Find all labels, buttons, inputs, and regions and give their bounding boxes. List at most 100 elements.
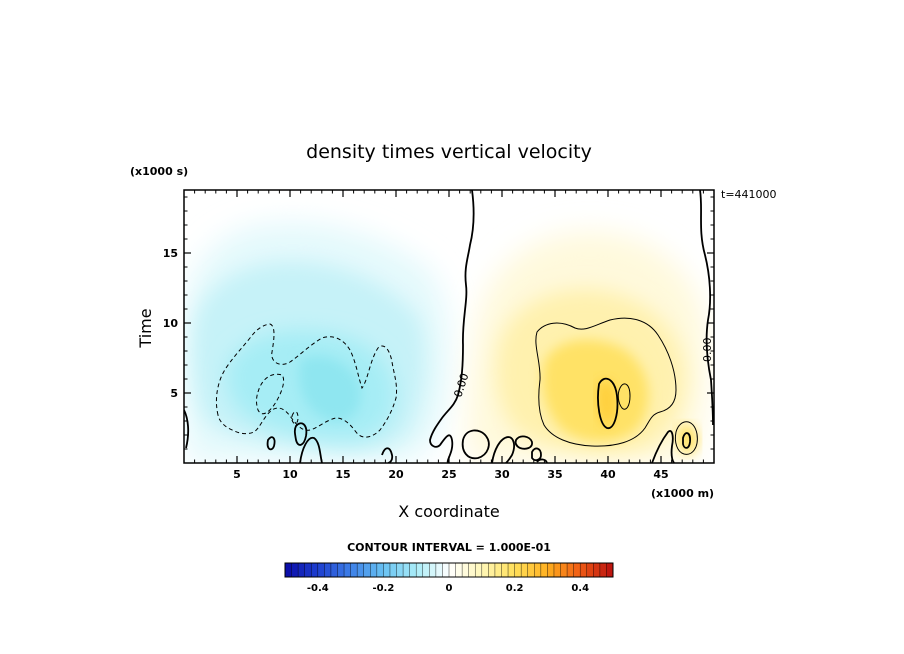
colorbar-cell [501, 563, 509, 577]
colorbar-cell [580, 563, 588, 577]
colorbar-cell [494, 563, 502, 577]
y-tick-label: 15 [163, 247, 178, 260]
colorbar-cell [593, 563, 601, 577]
colorbar-cell [416, 563, 424, 577]
colorbar-cell [403, 563, 410, 577]
y-tick-label: 10 [163, 317, 179, 330]
colorbar: -0.4 -0.2 0 0.2 0.4 [284, 562, 614, 594]
colorbar-cell [376, 563, 384, 577]
colorbar-cell [389, 563, 397, 577]
colorbar-tick-label: 0.4 [571, 583, 589, 594]
x-tick-label: 10 [282, 468, 298, 481]
colorbar-cell [567, 563, 574, 577]
colorbar-cell [527, 563, 535, 577]
zero-contour-left-edge [184, 409, 190, 449]
x-tick-label: 30 [494, 468, 510, 481]
colorbar-frame [284, 562, 614, 578]
colorbar-cell [449, 563, 456, 577]
colorbar-cell [435, 563, 443, 577]
colorbar-cell [573, 563, 581, 577]
y-multiplier-label: (x1000 s) [130, 165, 188, 178]
zero-contour-label-right: 0.00 [701, 338, 714, 363]
colorbar-cell [285, 563, 292, 577]
colorbar-cell [344, 563, 351, 577]
zero-contour-right [699, 190, 714, 426]
positive-lobe-inner [542, 339, 649, 442]
colorbar-cell [534, 563, 542, 577]
positive-contour-02 [617, 383, 631, 410]
colorbar-cell [357, 563, 365, 577]
colorbar-cell [553, 563, 561, 577]
colorbar-cell [311, 563, 319, 577]
colorbar-cell [370, 563, 378, 577]
chart-title: density times vertical velocity [306, 141, 592, 163]
colorbar-cell [317, 563, 325, 577]
zero-contour-blob-b [491, 436, 515, 463]
positive-contour-side-core [682, 432, 691, 449]
colorbar-tick-label: -0.2 [372, 583, 394, 594]
colorbar-cell [547, 563, 555, 577]
colorbar-tick-label: 0 [446, 583, 453, 594]
colorbar-cell [324, 563, 332, 577]
negative-contour-02 [256, 373, 285, 415]
zero-contour-main [429, 190, 475, 463]
colorbar-cell [383, 563, 391, 577]
time-label: t=441000 [721, 188, 777, 201]
colorbar-tick-label: 0.2 [506, 583, 524, 594]
colorbar-cell [475, 563, 483, 577]
negative-lobe-core [299, 356, 361, 421]
colorbar-cell [422, 563, 430, 577]
zero-contour-blob-c [514, 435, 533, 450]
colorbar-cell [429, 563, 437, 577]
x-tick-label: 15 [335, 468, 350, 481]
zero-contour-blob-e [536, 458, 548, 463]
colorbar-cell [337, 563, 345, 577]
colorbar-cell [468, 563, 476, 577]
y-axis-label: Time [136, 308, 155, 348]
axis-ticks: 5 10 15 20 25 30 35 40 45 5 10 15 [163, 190, 714, 481]
heatmap-field: 0.00 0.00 [184, 190, 714, 463]
colorbar-cell [514, 563, 522, 577]
colorbar-cell [586, 563, 594, 577]
colorbar-cell [298, 563, 305, 577]
x-tick-label: 40 [600, 468, 616, 481]
positive-contour-core [597, 377, 619, 429]
x-tick-label: 35 [547, 468, 562, 481]
negative-contour-03 [291, 411, 299, 425]
colorbar-cell [330, 563, 338, 577]
colorbar-tick-label: -0.4 [307, 583, 329, 594]
colorbar-cell [599, 563, 607, 577]
positive-lobe-side [676, 424, 699, 455]
x-axis-label: X coordinate [398, 502, 499, 521]
zero-contour-blob-a [461, 429, 490, 460]
contour-interval-label: CONTOUR INTERVAL = 1.000E-01 [347, 541, 551, 554]
colorbar-cell [442, 563, 450, 577]
colorbar-cell [560, 563, 568, 577]
x-tick-label: 20 [388, 468, 404, 481]
colorbar-cell [291, 563, 299, 577]
positive-contour-01 [535, 317, 677, 447]
x-multiplier-label: (x1000 m) [651, 487, 714, 500]
zero-contour-bottom-right [651, 430, 675, 463]
y-tick-label: 5 [170, 387, 178, 400]
x-tick-label: 5 [233, 468, 241, 481]
colorbar-cell [540, 563, 548, 577]
positive-contour-03 [674, 421, 698, 455]
colorbar-cell [606, 563, 614, 577]
colorbar-cell [462, 563, 469, 577]
colorbar-cell [396, 563, 404, 577]
zero-contour-left-blobs [266, 422, 394, 463]
colorbar-cell [521, 563, 529, 577]
colorbar-cell [350, 563, 358, 577]
colorbar-cell [481, 563, 489, 577]
colorbar-cell [363, 563, 371, 577]
colorbar-cell [409, 563, 417, 577]
colorbar-cell [304, 563, 312, 577]
x-tick-label: 45 [653, 468, 668, 481]
positive-lobe-core [596, 379, 617, 427]
x-tick-label: 25 [441, 468, 456, 481]
colorbar-cell [488, 563, 496, 577]
colorbar-cell [455, 563, 463, 577]
colorbar-cell [508, 563, 515, 577]
